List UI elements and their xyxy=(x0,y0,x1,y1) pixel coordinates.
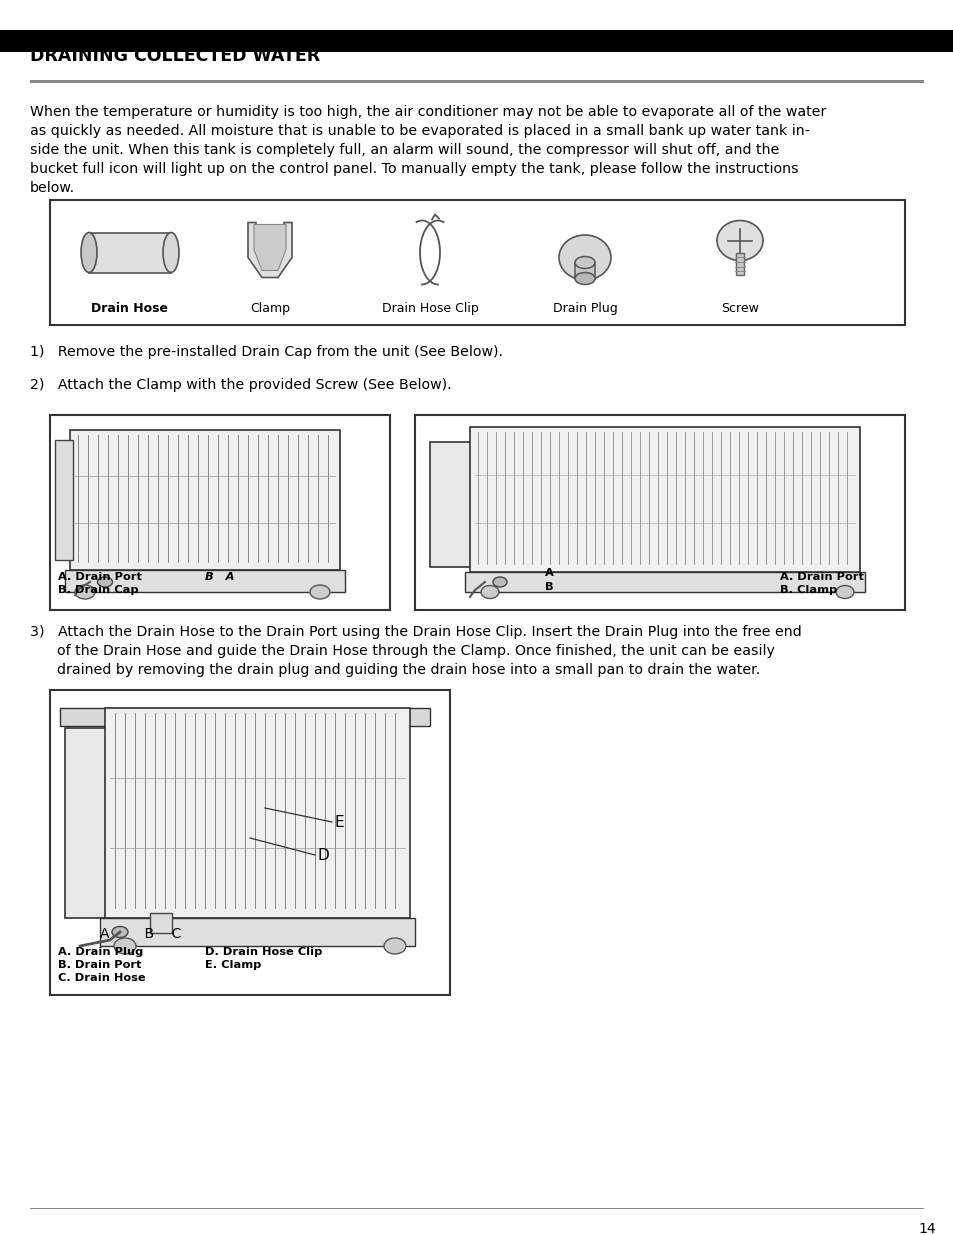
Text: 2)   Attach the Clamp with the provided Screw (See Below).: 2) Attach the Clamp with the provided Sc… xyxy=(30,378,451,391)
Text: 1)   Remove the pre-installed Drain Cap from the unit (See Below).: 1) Remove the pre-installed Drain Cap fr… xyxy=(30,345,502,359)
Ellipse shape xyxy=(493,577,506,587)
Text: C. Drain Hose: C. Drain Hose xyxy=(58,973,146,983)
Text: 14: 14 xyxy=(917,1221,935,1235)
Bar xyxy=(0,30,953,52)
Ellipse shape xyxy=(81,232,97,273)
Bar xyxy=(100,918,415,946)
Ellipse shape xyxy=(75,585,95,599)
Text: D. Drain Hose Clip: D. Drain Hose Clip xyxy=(205,947,322,957)
Bar xyxy=(430,442,472,567)
Text: E. Clamp: E. Clamp xyxy=(205,960,261,969)
Text: Clamp: Clamp xyxy=(250,303,290,315)
Text: below.: below. xyxy=(30,182,75,195)
Bar xyxy=(105,708,410,918)
Text: Drain Hose: Drain Hose xyxy=(91,303,169,315)
Text: DRAINING COLLECTED WATER: DRAINING COLLECTED WATER xyxy=(30,47,320,65)
Bar xyxy=(89,232,171,273)
Text: A: A xyxy=(544,568,553,578)
Polygon shape xyxy=(248,222,292,278)
Text: side the unit. When this tank is completely full, an alarm will sound, the compr: side the unit. When this tank is complet… xyxy=(30,143,779,157)
Text: When the temperature or humidity is too high, the air conditioner may not be abl: When the temperature or humidity is too … xyxy=(30,105,825,119)
Bar xyxy=(30,80,923,83)
Text: bucket full icon will light up on the control panel. To manually empty the tank,: bucket full icon will light up on the co… xyxy=(30,162,798,177)
Text: A. Drain Port: A. Drain Port xyxy=(780,572,863,582)
Ellipse shape xyxy=(310,585,330,599)
Ellipse shape xyxy=(717,221,762,261)
Text: B. Drain Port: B. Drain Port xyxy=(58,960,141,969)
Text: B. Drain Cap: B. Drain Cap xyxy=(58,585,138,595)
Bar xyxy=(50,690,450,995)
Ellipse shape xyxy=(480,585,498,599)
Text: drained by removing the drain plug and guiding the drain hose into a small pan t: drained by removing the drain plug and g… xyxy=(30,663,760,677)
Ellipse shape xyxy=(112,926,128,937)
Ellipse shape xyxy=(113,939,136,953)
Ellipse shape xyxy=(152,921,167,931)
Text: Drain Hose Clip: Drain Hose Clip xyxy=(381,303,477,315)
Text: Drain Plug: Drain Plug xyxy=(552,303,617,315)
Bar xyxy=(575,263,595,279)
Text: 3)   Attach the Drain Hose to the Drain Port using the Drain Hose Clip. Insert t: 3) Attach the Drain Hose to the Drain Po… xyxy=(30,625,801,638)
Text: B   A: B A xyxy=(205,572,234,582)
Bar xyxy=(470,427,859,572)
Ellipse shape xyxy=(163,232,179,273)
Text: Screw: Screw xyxy=(720,303,759,315)
Bar xyxy=(70,430,339,571)
Text: A. Drain Plug: A. Drain Plug xyxy=(58,947,143,957)
Bar xyxy=(65,571,345,592)
Ellipse shape xyxy=(575,273,595,284)
Text: as quickly as needed. All moisture that is unable to be evaporated is placed in : as quickly as needed. All moisture that … xyxy=(30,124,809,138)
Polygon shape xyxy=(253,225,286,270)
Bar xyxy=(65,727,107,918)
Ellipse shape xyxy=(384,939,406,953)
Ellipse shape xyxy=(97,577,112,587)
Ellipse shape xyxy=(835,585,853,599)
Text: B. Clamp: B. Clamp xyxy=(780,585,837,595)
Text: A. Drain Port: A. Drain Port xyxy=(58,572,142,582)
Text: B: B xyxy=(544,582,553,592)
Bar xyxy=(464,572,864,592)
Text: of the Drain Hose and guide the Drain Hose through the Clamp. Once finished, the: of the Drain Hose and guide the Drain Ho… xyxy=(30,643,774,658)
Bar xyxy=(735,252,743,274)
Bar xyxy=(60,708,430,726)
Bar xyxy=(415,415,904,610)
Ellipse shape xyxy=(558,235,610,280)
Text: E: E xyxy=(335,815,344,830)
Bar xyxy=(150,913,172,932)
Text: D: D xyxy=(317,848,330,863)
Bar xyxy=(50,200,904,325)
Ellipse shape xyxy=(575,257,595,268)
Text: A        B    C: A B C xyxy=(100,927,181,941)
Bar xyxy=(50,415,390,610)
Bar xyxy=(55,440,73,559)
